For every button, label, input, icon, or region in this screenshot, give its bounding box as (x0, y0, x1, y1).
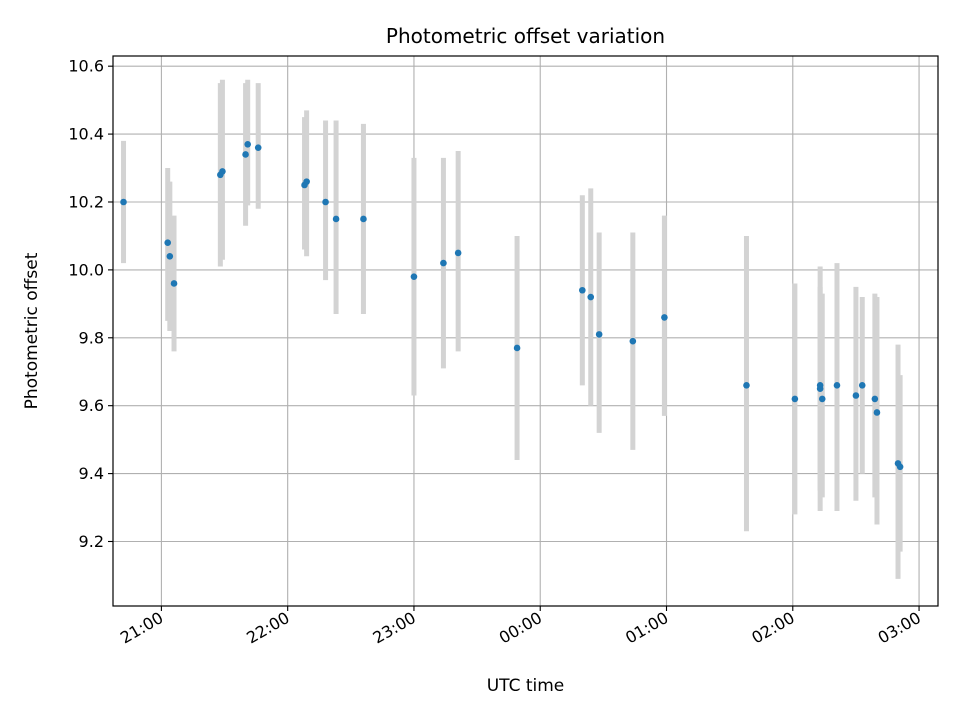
plot-frame (112, 55, 939, 607)
data-point (587, 293, 595, 301)
y-tick-label: 10.0 (68, 260, 104, 279)
y-tick-label: 9.4 (79, 464, 104, 483)
data-point (595, 331, 603, 338)
data-point (322, 198, 329, 206)
plot-background (113, 56, 938, 606)
y-tick-label: 10.2 (68, 192, 104, 211)
y-tick-label: 10.6 (68, 57, 104, 76)
data-point (858, 382, 866, 389)
data-point (120, 198, 127, 206)
x-axis-label: UTC time (487, 676, 565, 696)
data-point (242, 151, 249, 158)
y-tick-label: 9.6 (79, 396, 104, 415)
data-point (791, 395, 799, 403)
y-axis: 9.2 9.4 9.6 9.8 10.0 10.2 10.4 10.6 (68, 57, 113, 551)
data-point (440, 259, 447, 267)
data-point (164, 239, 172, 247)
data-point (818, 395, 826, 403)
data-points (120, 140, 904, 471)
chart-title: Photometric offset variation (386, 24, 665, 48)
data-point (254, 144, 262, 151)
data-point (360, 215, 367, 223)
data-point (852, 392, 860, 399)
data-point (833, 382, 841, 389)
data-point (896, 463, 904, 471)
data-point (871, 395, 879, 403)
y-axis-label: Photometric offset (22, 252, 42, 409)
data-point (219, 168, 226, 175)
data-point (816, 382, 824, 389)
data-point (454, 249, 462, 257)
data-point (410, 273, 418, 280)
y-tick-label: 9.8 (79, 328, 104, 347)
data-point (166, 253, 174, 260)
data-point (303, 178, 310, 185)
data-point (873, 409, 881, 416)
data-point (170, 280, 178, 287)
data-point (579, 286, 586, 294)
data-point (513, 344, 521, 352)
data-point (661, 314, 668, 321)
y-tick-label: 10.4 (68, 125, 104, 144)
y-tick-label: 9.2 (79, 532, 104, 551)
data-point (629, 337, 637, 345)
data-point (743, 382, 750, 389)
data-point (332, 215, 340, 223)
data-point (244, 140, 251, 148)
